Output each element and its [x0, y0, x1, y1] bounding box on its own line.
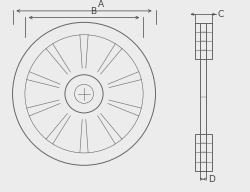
Text: B: B — [90, 7, 96, 16]
Text: C: C — [218, 10, 224, 19]
Text: D: D — [208, 175, 215, 184]
Bar — [200, 23, 206, 170]
Bar — [194, 134, 212, 170]
Bar — [194, 23, 212, 59]
Text: A: A — [98, 0, 104, 9]
